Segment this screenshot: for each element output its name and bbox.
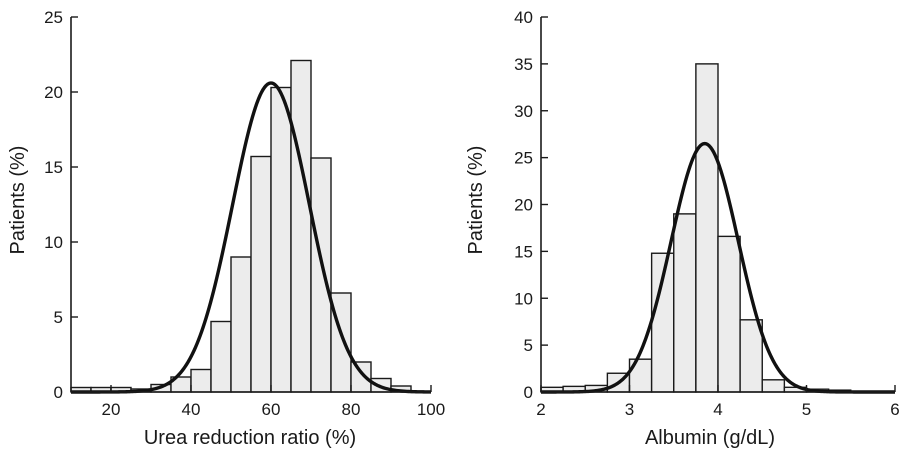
x-tick-label: 2 <box>536 400 545 419</box>
chart-albumin: 0 5 10 15 20 25 30 35 40 2 3 4 5 6 Albumin (g/dL) Pat… <box>465 8 900 449</box>
histogram-bar-11 <box>290 59 312 393</box>
histogram-bar-9 <box>739 319 763 393</box>
histogram-bar-12 <box>310 157 332 393</box>
histogram-bar-7 <box>210 320 232 393</box>
x-tick-label: 60 <box>262 400 281 419</box>
y-tick-label: 5 <box>54 308 63 327</box>
y-tick-label: 15 <box>44 158 63 177</box>
histogram-bar-9 <box>250 155 272 393</box>
y-tick-label: 20 <box>44 83 63 102</box>
x-tick-label: 100 <box>417 400 445 419</box>
y-tick-label: 5 <box>524 336 533 355</box>
y-tick-label: 0 <box>524 383 533 402</box>
histogram-bar-10 <box>761 379 786 393</box>
histogram-bar-8 <box>717 235 741 393</box>
histogram-bar-14 <box>350 361 372 393</box>
x-tick-label: 4 <box>713 400 722 419</box>
y-tick-label: 0 <box>54 383 63 402</box>
histogram-bar-10 <box>270 86 292 393</box>
y-axis-title: Patients (%) <box>465 146 487 255</box>
y-tick-label: 10 <box>44 233 63 252</box>
x-tick-label: 6 <box>890 400 899 419</box>
y-tick-label: 35 <box>514 55 533 74</box>
x-axis-title: Urea reduction ratio (%) <box>144 427 356 449</box>
histogram-bar-7 <box>695 63 719 393</box>
axes: 0 5 10 15 20 25 30 35 40 2 3 4 5 6 <box>514 8 900 419</box>
y-tick-label: 30 <box>514 102 533 121</box>
y-axis-title: Patients (%) <box>7 146 29 255</box>
y-tick-label: 10 <box>514 289 533 308</box>
y-tick-label: 40 <box>514 8 533 27</box>
y-tick-label: 25 <box>514 149 533 168</box>
histogram-bar-6 <box>673 213 697 393</box>
x-tick-label: 80 <box>342 400 361 419</box>
x-tick-label: 40 <box>182 400 201 419</box>
x-tick-label: 3 <box>625 400 634 419</box>
histogram-bars <box>70 59 412 393</box>
chart-urea-reduction-ratio: 0 5 10 15 20 25 20 40 60 80 100 Urea reduction rat… <box>7 8 445 449</box>
y-tick-label: 20 <box>514 196 533 215</box>
y-tick-label: 25 <box>44 8 63 27</box>
y-tick-label: 15 <box>514 242 533 261</box>
histogram-bars <box>540 63 852 393</box>
x-axis-title: Albumin (g/dL) <box>645 427 775 449</box>
histogram-bar-8 <box>230 256 252 393</box>
axes: 0 5 10 15 20 25 20 40 60 80 100 <box>44 8 445 419</box>
histogram-bar-6 <box>190 368 212 393</box>
x-tick-label: 20 <box>102 400 121 419</box>
x-tick-label: 5 <box>802 400 811 419</box>
